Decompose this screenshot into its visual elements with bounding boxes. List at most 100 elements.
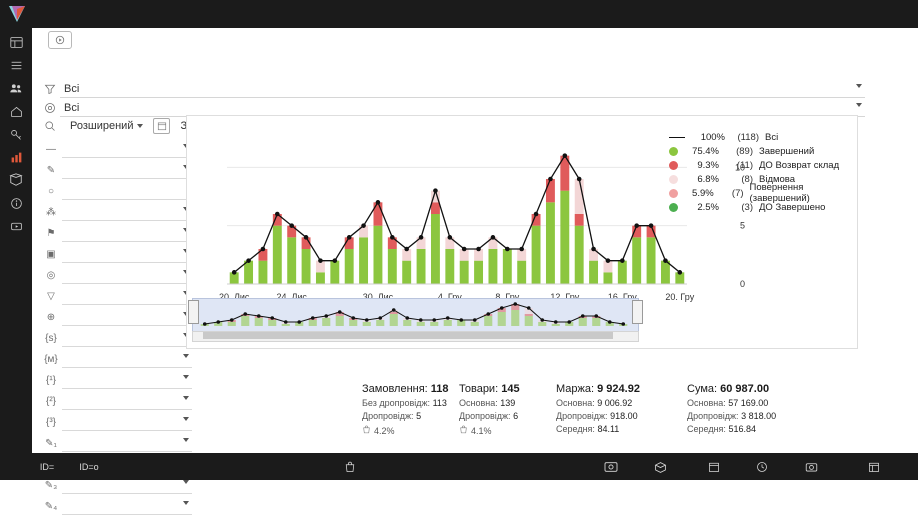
braces-m-icon: {м} — [44, 353, 58, 365]
list-icon[interactable] — [0, 56, 32, 74]
legend-item[interactable]: 100% (118) Всі — [669, 130, 849, 144]
svg-text:4. Гру: 4. Гру — [438, 292, 462, 302]
legend-item[interactable]: 75.4% (89) Завершений — [669, 144, 849, 158]
left-filter-1-field[interactable] — [62, 162, 192, 179]
stat-goods-line-1-value: 6 — [513, 411, 519, 421]
clock-icon[interactable] — [751, 458, 773, 476]
search-icon[interactable] — [40, 120, 60, 132]
shopping-bag-icon — [362, 425, 371, 436]
chevron-down-icon — [183, 416, 189, 421]
stat-sum-line-2-value: 516.84 — [728, 424, 756, 434]
legend-dot-marker — [669, 160, 678, 170]
left-filter-17[interactable]: ✎₄ — [40, 497, 212, 515]
home-icon[interactable] — [0, 102, 32, 120]
left-filter-12-field[interactable] — [62, 393, 192, 410]
stat-orders-pct-value: 4.2% — [374, 425, 395, 436]
braces-3-icon: {³} — [45, 416, 56, 428]
stat-margin-line-1-key: Дропровідж: — [556, 411, 608, 421]
left-filter-5-field[interactable] — [62, 246, 192, 263]
calendar-icon[interactable] — [703, 458, 725, 476]
package-icon[interactable] — [649, 458, 671, 476]
left-filter-10-field[interactable] — [62, 351, 192, 368]
filter-row-primary[interactable]: Всі — [40, 80, 870, 98]
left-filter-2[interactable]: ○ — [40, 182, 212, 200]
left-filter-14-field[interactable] — [62, 435, 192, 452]
pin-calendar-icon[interactable] — [153, 118, 171, 134]
left-filter-17-field[interactable] — [62, 498, 192, 515]
left-filter-12[interactable]: {²} — [40, 392, 212, 410]
left-filter-10[interactable]: {м} — [40, 350, 212, 368]
key-icon[interactable] — [0, 125, 32, 143]
left-filter-11[interactable]: {¹} — [40, 371, 212, 389]
filter-primary-select[interactable]: Всі — [60, 80, 865, 98]
left-filter-3-field[interactable] — [62, 204, 192, 221]
stat-orders-line-0-value: 113 — [432, 398, 447, 408]
bottom-bar: ID= ID=o — [0, 453, 918, 480]
left-filter-8-field[interactable] — [62, 309, 192, 326]
range-handle-left[interactable] — [188, 300, 199, 324]
info-icon[interactable] — [0, 194, 32, 212]
svg-text:20. Лис: 20. Лис — [219, 292, 250, 302]
stat-goods-line-1: Дропровідж: 6 — [459, 411, 559, 421]
filter-secondary-value: Всі — [64, 101, 80, 114]
range-selector[interactable] — [188, 298, 643, 342]
cash-icon[interactable] — [600, 458, 622, 476]
stat-sum-title: Сума: — [687, 383, 718, 395]
left-filter-0-field[interactable] — [62, 141, 192, 158]
video-icon[interactable] — [0, 217, 32, 235]
funnel-outline-icon: ▽ — [47, 290, 55, 302]
range-preview-chart — [200, 302, 628, 326]
range-scrollbar[interactable] — [192, 331, 639, 342]
left-filter-14[interactable]: ✎₁ — [40, 434, 212, 452]
bag-icon[interactable] — [339, 458, 361, 476]
stat-orders-pct: 4.2% — [362, 425, 462, 436]
legend-item[interactable]: 9.3% (11) ДО Возврат склад — [669, 158, 849, 172]
play-box-icon[interactable] — [48, 31, 72, 49]
left-filter-11-field[interactable] — [62, 372, 192, 389]
chevron-down-icon — [183, 500, 189, 505]
advanced-dropdown[interactable]: Розширений — [66, 118, 147, 134]
left-filter-7-field[interactable] — [62, 288, 192, 305]
calendar2-icon[interactable] — [863, 458, 885, 476]
people-icon[interactable] — [0, 79, 32, 97]
stat-goods-line-0-key: Основна: — [459, 398, 498, 408]
chart-plot[interactable]: 0 5 10 20. Лис 24. Лис 30. Лис 4. Гру 8. Гру 12.… — [187, 116, 857, 348]
legend-item[interactable]: 6.8% (8) Відмова — [669, 172, 849, 186]
left-filter-13-field[interactable] — [62, 414, 192, 431]
svg-text:12. Гру: 12. Гру — [550, 292, 579, 302]
flag-icon: ⚑ — [46, 227, 56, 239]
legend-item[interactable]: 5.9% (7) Повернення (завершений) — [669, 182, 849, 204]
left-filter-6-field[interactable] — [62, 267, 192, 284]
left-filter-13[interactable]: {³} — [40, 413, 212, 431]
stat-sum-line-1-value: 3 818.00 — [741, 411, 777, 421]
pen-1-icon: ✎₁ — [45, 437, 57, 449]
stat-margin-line-2-value: 84.11 — [597, 424, 620, 434]
left-filter-2-field[interactable] — [62, 183, 192, 200]
top-bar — [0, 0, 918, 28]
stat-sum-head: Сума: 60 987.00 — [687, 383, 817, 395]
legend-item[interactable]: 2.5% (3) ДО Завершено — [669, 200, 849, 214]
circle-icon: ○ — [47, 185, 55, 197]
app-logo[interactable] — [6, 3, 28, 25]
id-equals-icon[interactable]: ID= — [39, 462, 55, 472]
minus-icon: — — [46, 143, 56, 155]
legend-percent: 9.3% — [697, 159, 719, 171]
svg-text:8. Гру: 8. Гру — [495, 292, 519, 302]
calendar-grid-icon[interactable] — [0, 33, 32, 51]
left-filter-4-field[interactable] — [62, 225, 192, 242]
stat-goods-line-0: Основна: 139 — [459, 398, 559, 408]
id-o-icon[interactable]: ID=o — [79, 462, 99, 472]
range-scroll-thumb[interactable] — [203, 332, 613, 339]
chart-bar-icon[interactable] — [0, 148, 32, 166]
stat-margin-value: 9 924.92 — [597, 383, 640, 395]
truck-icon[interactable] — [0, 171, 32, 189]
camera-bottom-icon[interactable] — [800, 458, 822, 476]
shopping-bag-icon — [459, 425, 468, 436]
range-handle-right[interactable] — [632, 300, 643, 324]
left-filter-9-field[interactable] — [62, 330, 192, 347]
legend-percent: 6.8% — [697, 173, 719, 185]
chevron-down-icon — [183, 437, 189, 442]
stat-sum-line-0: Основна: 57 169.00 — [687, 398, 817, 408]
stat-goods-head: Товари: 145 — [459, 383, 559, 395]
legend-label: ДО Завершено — [759, 201, 826, 213]
